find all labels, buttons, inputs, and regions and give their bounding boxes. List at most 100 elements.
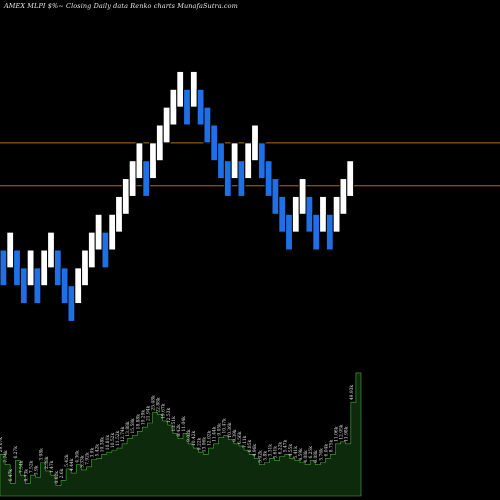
renko-brick-up xyxy=(251,124,259,162)
volume-label: 5.8k xyxy=(263,451,268,461)
volume-label: 10.81k xyxy=(106,435,111,451)
volume-label: 11.98k xyxy=(345,426,350,442)
renko-brick-down xyxy=(210,124,219,162)
volume-label: 3.9k xyxy=(91,448,96,458)
renko-brick-up xyxy=(74,267,83,305)
volume-label: 4.96k xyxy=(253,444,258,457)
volume-label: 5.42k xyxy=(65,454,70,467)
renko-brick-up xyxy=(346,160,355,197)
volume-label: 11.44k xyxy=(213,426,218,442)
renko-brick-up xyxy=(108,213,117,251)
volume-label: 2.6k xyxy=(60,468,65,478)
renko-brick-down xyxy=(217,142,225,180)
renko-brick-up xyxy=(115,195,123,233)
volume-label: 10.36k xyxy=(228,422,233,438)
volume-label: 10.52k xyxy=(111,433,116,449)
volume-label: 3.31k xyxy=(268,444,273,457)
renko-brick-down xyxy=(183,88,191,126)
renko-brick-up xyxy=(128,160,137,197)
volume-label: 6.56k xyxy=(238,431,243,444)
volume-label: 7.74k xyxy=(4,450,9,463)
volume-label: 19.67k xyxy=(162,403,167,419)
volume-area xyxy=(0,372,362,497)
renko-brick-down xyxy=(223,160,232,197)
renko-brick-down xyxy=(13,249,21,287)
renko-brick-up xyxy=(244,142,253,180)
renko-brick-down xyxy=(33,267,42,305)
renko-brick-down xyxy=(285,213,293,251)
renko-brick-down xyxy=(237,160,246,197)
renko-brick-up xyxy=(169,88,178,126)
volume-area-path xyxy=(0,372,362,497)
renko-brick-up xyxy=(298,178,307,215)
volume-label: 15.58k xyxy=(131,418,136,434)
volume-label: 11.52k xyxy=(116,430,121,446)
volume-label: 5.76k xyxy=(319,448,324,461)
volume-label: 10.47k xyxy=(223,418,228,434)
renko-brick-up xyxy=(332,195,341,233)
renko-brick-down xyxy=(101,231,110,269)
volume-label: 12.53k xyxy=(167,408,172,424)
volume-label: 8.42k xyxy=(177,424,182,437)
volume-label: 13.06k xyxy=(202,437,207,453)
volume-label: 0.62k xyxy=(55,471,60,484)
volume-label: 10.42k xyxy=(192,430,197,446)
renko-brick-up xyxy=(162,106,171,144)
renko-brick-down xyxy=(142,160,151,197)
volume-label: 3.98k xyxy=(40,448,45,461)
renko-brick-down xyxy=(196,88,205,126)
renko-brick-down xyxy=(0,249,8,287)
renko-brick-up xyxy=(135,142,144,180)
renko-brick-up xyxy=(47,231,55,269)
renko-brick-up xyxy=(155,124,164,162)
volume-label: 7.54k xyxy=(19,460,24,473)
renko-brick-down xyxy=(271,178,280,215)
volume-label: 19.29k xyxy=(141,410,146,426)
volume-label: 22.88k xyxy=(157,397,162,413)
renko-brick-down xyxy=(325,213,334,251)
volume-label: 9.05k xyxy=(218,423,223,436)
volume-label: 5.42k xyxy=(96,444,101,457)
volume-label: 21.94k xyxy=(146,405,151,421)
renko-brick-down xyxy=(312,213,321,251)
renko-brick-up xyxy=(176,70,185,108)
renko-brick-up xyxy=(149,142,157,180)
chart-title: AMEX MLPI $%~ Closing Daily data Renko c… xyxy=(4,2,238,10)
volume-label: 4.44k xyxy=(70,458,75,471)
renko-brick-up xyxy=(230,142,239,180)
volume-label: 18.88k xyxy=(136,414,141,430)
volume-label: 12.74k xyxy=(121,426,126,442)
renko-brick-down xyxy=(264,160,273,197)
volume-label: 9.39k xyxy=(233,429,238,442)
volume-label: 5.61k xyxy=(274,446,279,459)
volume-label: 5.02k xyxy=(258,450,263,463)
renko-brick-up xyxy=(87,231,96,269)
volume-label: 6.47k xyxy=(9,469,14,482)
renko-brick-up xyxy=(189,70,198,108)
volume-label: 11.04k xyxy=(182,416,187,432)
volume-label: 12.95k xyxy=(340,424,345,440)
renko-brick-up xyxy=(26,249,35,287)
volume-label: 6.08k xyxy=(314,450,319,463)
volume-label: 4.59k xyxy=(299,448,304,461)
volume-label: 9.02k xyxy=(187,429,192,442)
renko-brick-down xyxy=(305,195,314,233)
volume-label: 25.48k xyxy=(152,395,157,411)
volume-label: 4.36k xyxy=(75,450,80,463)
volume-label: 5.47k xyxy=(284,440,289,453)
volume-label: 6.22k xyxy=(279,442,284,455)
renko-brick-down xyxy=(19,267,28,305)
volume-label: 6.85k xyxy=(248,440,253,453)
volume-label: 11.06k xyxy=(335,426,340,442)
volume-label: 7.11k xyxy=(243,435,248,448)
renko-brick-down xyxy=(278,195,287,233)
volume-label: 3.9k xyxy=(35,465,40,475)
volume-label: 13.51k xyxy=(172,416,177,432)
renko-brick-up xyxy=(291,195,300,233)
renko-brick-down xyxy=(203,106,212,144)
volume-label: 6.27k xyxy=(14,446,19,459)
renko-bricks xyxy=(0,70,355,322)
